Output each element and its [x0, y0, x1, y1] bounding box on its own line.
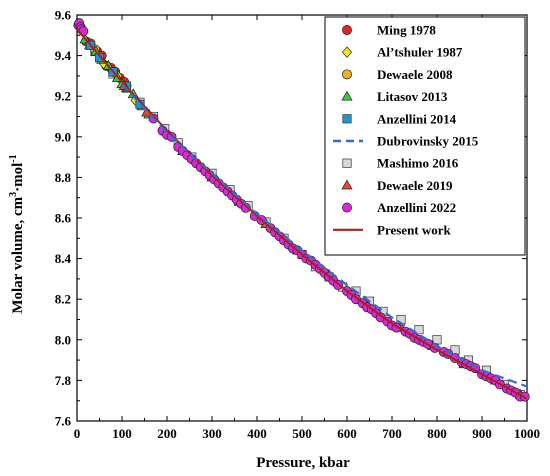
legend-label-mashimo-2016: Mashimo 2016: [377, 156, 459, 171]
legend-label-dewaele-2008: Dewaele 2008: [377, 67, 453, 82]
legend-swatch-ming-1978: [342, 25, 352, 35]
legend-box: [324, 16, 526, 256]
y-tick-label: 8.2: [55, 292, 71, 307]
x-tick-label: 500: [292, 426, 312, 441]
y-tick-label: 7.6: [55, 414, 72, 429]
y-tick-label: 7.8: [55, 373, 72, 388]
series-line-dubrovinsky-2015: [121, 83, 528, 388]
y-tick-label: 9.2: [55, 89, 71, 104]
legend-label-dubrovinsky-2015: Dubrovinsky 2015: [377, 134, 479, 149]
legend-label-anzellini-2014: Anzellini 2014: [377, 111, 457, 126]
x-tick-label: 100: [112, 426, 132, 441]
legend-swatch-mashimo-2016: [342, 158, 352, 168]
y-tick-label: 9.6: [55, 8, 72, 23]
x-tick-label: 800: [427, 426, 447, 441]
y-axis-title: Molar volume, cm3·mol-1: [8, 154, 26, 313]
legend-label-present-work: Present work: [377, 222, 452, 237]
legend-swatch-anzellini-2022: [342, 202, 352, 213]
legend-swatch-litasov-2013: [341, 90, 353, 101]
legend-label-litasov-2013: Litasov 2013: [377, 89, 448, 104]
x-tick-label: 300: [202, 426, 222, 441]
y-tick-label: 8.6: [55, 211, 72, 226]
x-tick-label: 900: [472, 426, 492, 441]
x-axis-title: Pressure, kbar: [256, 455, 350, 471]
data-point-mashimo-2016: [414, 325, 424, 335]
legend-label-ming-1978: Ming 1978: [377, 23, 436, 38]
x-tick-label: 1000: [514, 426, 540, 441]
legend: Ming 1978 Al’tshuler 1987 Dewaele 2008 Lita…: [324, 16, 526, 256]
y-axis-title-main: Molar volume, cm: [10, 196, 26, 313]
y-tick-label: 9.4: [55, 48, 72, 63]
x-tick-label: 0: [74, 426, 81, 441]
y-tick-label: 8.8: [55, 170, 72, 185]
y-tick-label: 8.0: [55, 332, 71, 347]
x-tick-label: 600: [337, 426, 357, 441]
y-axis-title-sup1: 3: [8, 192, 19, 197]
x-tick-label: 400: [247, 426, 267, 441]
legend-label-anzellini-2022: Anzellini 2022: [377, 200, 456, 215]
x-tick-label: 200: [157, 426, 177, 441]
y-axis-title-mid: ·mol: [10, 163, 26, 192]
legend-label-al-tshuler-1987: Al’tshuler 1987: [377, 45, 463, 60]
legend-swatch-al-tshuler-1987: [341, 46, 353, 58]
data-point-anzellini-2014: [94, 53, 105, 63]
legend-swatch-dewaele-2008: [342, 69, 352, 80]
legend-swatch-dewaele-2019: [341, 179, 353, 190]
data-layer: [73, 18, 530, 402]
series-line-present-work: [76, 28, 528, 400]
legend-swatch-anzellini-2014: [342, 114, 352, 124]
legend-label-dewaele-2019: Dewaele 2019: [377, 178, 453, 193]
y-tick-label: 9.0: [55, 129, 71, 144]
y-axis-title-sup2: -1: [8, 154, 19, 162]
y-tick-label: 8.4: [55, 251, 72, 266]
x-tick-label: 700: [382, 426, 402, 441]
data-point-anzellini-2022: [78, 26, 89, 37]
